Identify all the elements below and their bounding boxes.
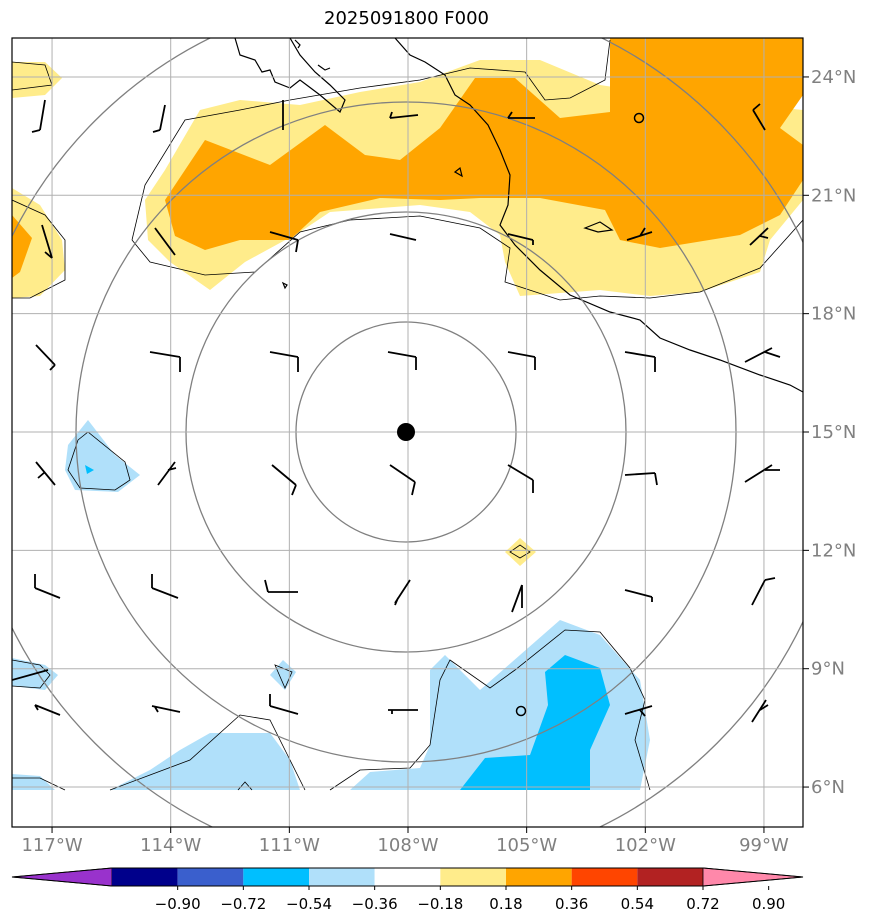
lat-tick-label: 24°N	[811, 67, 856, 88]
storm-center-marker	[397, 423, 415, 441]
deep-blue-south-east	[460, 655, 610, 790]
colorbar-extend-low	[11, 867, 113, 887]
colorbar-tick-label: 0.54	[621, 895, 654, 913]
map-area	[12, 38, 803, 827]
yellow-small-diamond	[505, 538, 536, 566]
colorbar-segment	[309, 868, 375, 886]
axis-ticks	[51, 76, 809, 833]
colorbar-segment	[112, 868, 178, 886]
orange-band-north	[165, 38, 803, 250]
wind-barbs	[12, 99, 781, 723]
colorbar-segment	[374, 868, 441, 886]
lon-tick-label: 111°W	[259, 835, 320, 856]
lon-tick-label: 99°W	[739, 835, 789, 856]
blue-south-band	[110, 733, 300, 790]
lat-tick-label: 6°N	[811, 777, 845, 798]
colorbar-tick-label: 0.36	[555, 895, 588, 913]
colorbar-extend-high	[702, 867, 804, 887]
colorbar-tick-label: 0.18	[489, 895, 522, 913]
coastline	[234, 38, 803, 393]
colorbar-segment	[506, 868, 572, 886]
deep-blue-tiny	[85, 465, 94, 474]
lat-tick-label: 12°N	[811, 540, 856, 561]
lon-tick-label: 102°W	[615, 835, 676, 856]
blue-west-patch	[65, 420, 140, 492]
lon-tick-label: 105°W	[496, 835, 557, 856]
lat-tick-label: 15°N	[811, 422, 856, 443]
station-circle	[515, 705, 527, 717]
contour-fill-deep-sky-blue	[85, 465, 610, 790]
colorbar-outline	[11, 867, 804, 887]
colorbar-tick-label: −0.54	[286, 895, 332, 913]
lon-tick-label: 108°W	[377, 835, 438, 856]
colorbar-tick-label: 0.90	[752, 895, 785, 913]
map-title: 2025091800 F000	[324, 8, 489, 29]
colorbar	[11, 867, 804, 890]
station-circle	[633, 112, 645, 124]
colorbar-segment	[637, 868, 703, 886]
station-markers	[515, 112, 645, 717]
lon-tick-label: 114°W	[140, 835, 201, 856]
colorbar-segment	[177, 868, 244, 886]
colorbar-tick-label: −0.72	[220, 895, 266, 913]
lat-tick-label: 9°N	[811, 659, 845, 680]
longitude-labels: 117°W 114°W 111°W 108°W 105°W 102°W 99°W	[21, 835, 789, 856]
colorbar-tick-label: −0.18	[417, 895, 463, 913]
orange-west-edge	[12, 215, 32, 278]
latitude-labels: 24°N 21°N 18°N 15°N 12°N 9°N 6°N	[811, 67, 856, 798]
yellow-nw-corner	[12, 62, 62, 98]
contour-lines	[12, 39, 803, 791]
colorbar-tick-labels: −0.90 −0.72 −0.54 −0.36 −0.18 0.18 0.36 0.54 0.7…	[155, 895, 786, 913]
colorbar-segment	[571, 868, 638, 886]
lat-tick-label: 21°N	[811, 185, 856, 206]
lon-tick-label: 117°W	[21, 835, 82, 856]
colorbar-tick-label: 0.72	[686, 895, 719, 913]
colorbar-segment	[440, 868, 506, 886]
colorbar-tick-label: −0.90	[155, 895, 201, 913]
blue-small-patch	[270, 660, 296, 690]
contour-fill-orange	[12, 38, 803, 278]
colorbar-tick-label: −0.36	[352, 895, 398, 913]
colorbar-segment	[243, 868, 309, 886]
lat-tick-label: 18°N	[811, 304, 856, 325]
